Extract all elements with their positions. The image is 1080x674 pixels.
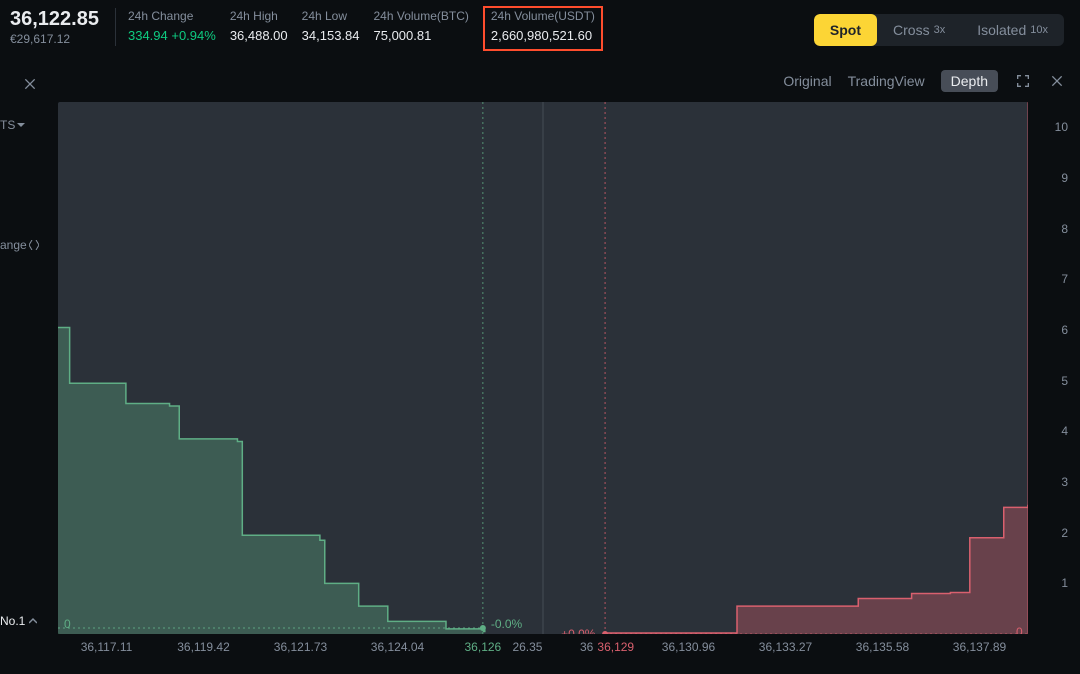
ytick: 4 bbox=[1061, 424, 1068, 438]
xtick: 36,117.11 bbox=[81, 640, 133, 654]
view-tradingview[interactable]: TradingView bbox=[848, 73, 925, 89]
xtick-mid: 36,126 bbox=[465, 640, 502, 654]
fullscreen-icon[interactable] bbox=[1014, 72, 1032, 90]
ytick: 5 bbox=[1061, 374, 1068, 388]
view-depth[interactable]: Depth bbox=[941, 70, 998, 92]
ytick: 7 bbox=[1061, 272, 1068, 286]
depth-chart[interactable]: 00-0.0%+0.0% 12345678910 bbox=[58, 102, 1028, 634]
stat-label: 24h Volume(USDT) bbox=[491, 8, 595, 24]
cross-multiplier: 3x bbox=[934, 24, 946, 36]
isolated-tab-label: Isolated bbox=[977, 22, 1026, 38]
stat-24h-volume-btc-: 24h Volume(BTC) 75,000.81 bbox=[374, 8, 469, 51]
ytick: 2 bbox=[1061, 526, 1068, 540]
sidebar-fragment-1: TS bbox=[0, 118, 25, 132]
stat-label: 24h Low bbox=[302, 8, 360, 24]
stat-value: 34,153.84 bbox=[302, 28, 360, 43]
xtick-mid: 26.35 bbox=[512, 640, 542, 654]
xtick: 36,119.42 bbox=[177, 640, 230, 654]
xtick: 36,130.96 bbox=[662, 640, 715, 654]
cross-tab[interactable]: Cross 3x bbox=[877, 14, 961, 46]
isolated-multiplier: 10x bbox=[1030, 24, 1048, 36]
xtick: 36,137.89 bbox=[953, 640, 1006, 654]
xtick: 36,133.27 bbox=[759, 640, 812, 654]
depth-yaxis: 1 2 3 4 5 6 7 8 9 10 bbox=[1032, 102, 1068, 634]
fiat-price: €29,617.12 bbox=[10, 32, 99, 46]
xtick: 36,121.73 bbox=[274, 640, 327, 654]
ytick: 1 bbox=[1061, 576, 1068, 590]
ytick: 3 bbox=[1061, 475, 1068, 489]
svg-text:-0.0%: -0.0% bbox=[491, 617, 523, 631]
rank-badge-label: No.1 bbox=[0, 614, 25, 628]
price-block: 36,122.85 €29,617.12 bbox=[10, 8, 116, 46]
stat-value: 2,660,980,521.60 bbox=[491, 28, 595, 43]
stat-value: 334.94 +0.94% bbox=[128, 28, 216, 43]
svg-text:+0.0%: +0.0% bbox=[561, 627, 596, 634]
stat-label: 24h Change bbox=[128, 8, 216, 24]
view-original[interactable]: Original bbox=[783, 73, 831, 89]
depth-svg: 0 0 -0.0% +0.0% bbox=[58, 102, 1028, 634]
ytick: 6 bbox=[1061, 323, 1068, 337]
stat-value: 36,488.00 bbox=[230, 28, 288, 43]
sidebar-close-icon[interactable] bbox=[22, 76, 38, 92]
stat-value: 75,000.81 bbox=[374, 28, 469, 43]
stat-label: 24h High bbox=[230, 8, 288, 24]
xtick-mid: 36 bbox=[580, 640, 593, 654]
last-price: 36,122.85 bbox=[10, 8, 99, 30]
svg-text:0: 0 bbox=[1016, 625, 1023, 634]
xtick: 36,124.04 bbox=[371, 640, 424, 654]
market-stats: 24h Change 334.94 +0.94% 24h High 36,488.00… bbox=[128, 8, 603, 51]
spot-tab[interactable]: Spot bbox=[814, 14, 877, 46]
stat-24h-high: 24h High 36,488.00 bbox=[230, 8, 288, 51]
stat-label: 24h Volume(BTC) bbox=[374, 8, 469, 24]
trade-mode-tabs: Spot Cross 3x Isolated 10x bbox=[814, 14, 1064, 46]
stat-24h-volume-usdt-: 24h Volume(USDT) 2,660,980,521.60 bbox=[483, 6, 603, 51]
close-icon[interactable] bbox=[1048, 72, 1066, 90]
isolated-tab[interactable]: Isolated 10x bbox=[961, 14, 1064, 46]
chart-view-toolbar: Original TradingView Depth bbox=[783, 70, 1066, 92]
depth-xaxis: 36,117.11 36,119.42 36,121.73 36,124.04 36,1… bbox=[58, 640, 1028, 660]
ytick: 8 bbox=[1061, 222, 1068, 236]
stat-24h-low: 24h Low 34,153.84 bbox=[302, 8, 360, 51]
ytick: 9 bbox=[1061, 171, 1068, 185]
spot-tab-label: Spot bbox=[830, 22, 861, 38]
xtick: 36,135.58 bbox=[856, 640, 909, 654]
rank-badge: No.1 bbox=[0, 614, 37, 628]
svg-text:0: 0 bbox=[64, 617, 71, 631]
sidebar-fragment-2: ange bbox=[0, 238, 39, 252]
ytick: 10 bbox=[1055, 120, 1068, 134]
xtick-mid: 36,129 bbox=[597, 640, 634, 654]
cross-tab-label: Cross bbox=[893, 22, 930, 38]
stat-24h-change: 24h Change 334.94 +0.94% bbox=[128, 8, 216, 51]
